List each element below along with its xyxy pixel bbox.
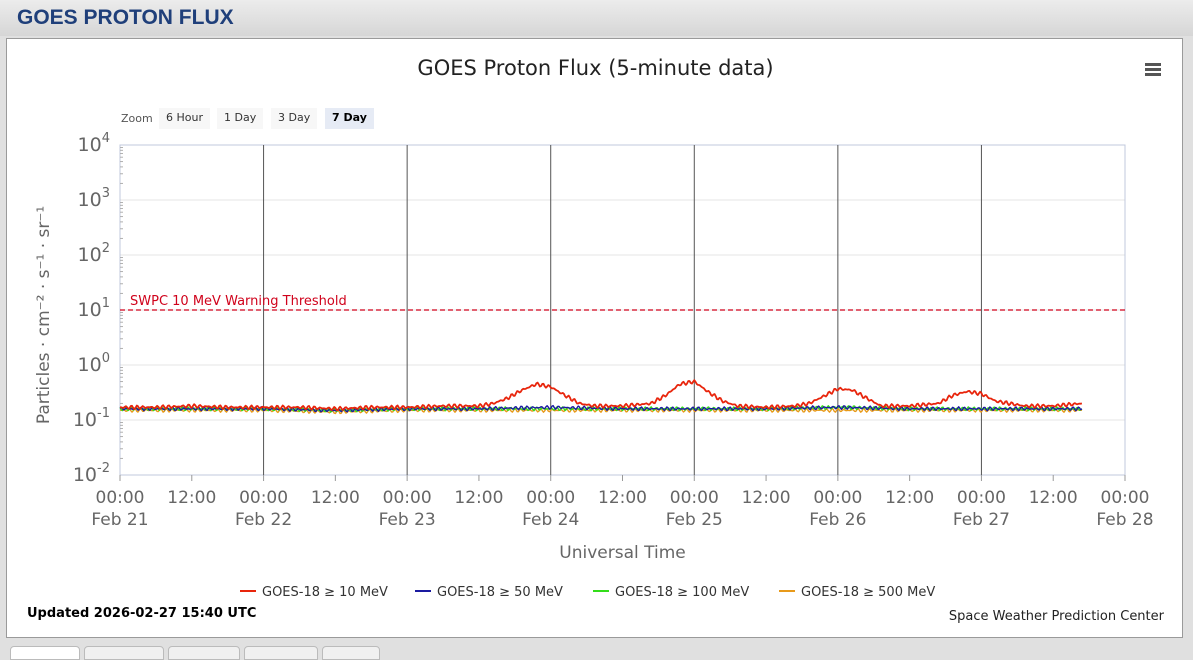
- x-tick-date-6: Feb 24: [522, 510, 579, 530]
- tab-5[interactable]: [322, 646, 380, 660]
- y-tick-label-4: 102: [78, 241, 110, 266]
- series-line-0: [120, 379, 1083, 412]
- x-tick-time-3: 12:00: [311, 488, 360, 508]
- y-tick-label-0: 10-2: [73, 461, 110, 486]
- x-tick-date-2: Feb 22: [235, 510, 292, 530]
- x-tick-time-14: 00:00: [1101, 488, 1150, 508]
- updated-timestamp: Updated 2026-02-27 15:40 UTC: [27, 606, 257, 621]
- zoom-label: Zoom: [121, 112, 153, 125]
- chart-panel: 10-2 10-1 100 101 102 103 104 00:00 Feb 21 12:00 0…: [6, 38, 1183, 638]
- x-tick-time-6: 00:00: [526, 488, 575, 508]
- x-tick-time-2: 00:00: [239, 488, 288, 508]
- x-tick-time-10: 00:00: [813, 488, 862, 508]
- y-tick-label-2: 100: [78, 351, 110, 376]
- legend-item-0[interactable]: GOES-18 ≥ 10 MeV: [262, 585, 388, 600]
- credit-text: Space Weather Prediction Center: [948, 609, 1164, 624]
- y-tick-label-1: 10-1: [73, 406, 110, 431]
- x-tick-time-7: 12:00: [598, 488, 647, 508]
- x-tick-time-5: 12:00: [454, 488, 503, 508]
- x-tick-time-13: 12:00: [1029, 488, 1078, 508]
- y-tick-label-6: 104: [78, 131, 110, 156]
- x-tick-time-8: 00:00: [670, 488, 719, 508]
- x-tick-date-10: Feb 26: [809, 510, 866, 530]
- tab-4[interactable]: [244, 646, 318, 660]
- zoom-7-day-button[interactable]: 7 Day: [325, 108, 374, 129]
- x-tick-date-4: Feb 23: [379, 510, 436, 530]
- tab-2[interactable]: [84, 646, 164, 660]
- x-tick-time-11: 12:00: [885, 488, 934, 508]
- chart-title: GOES Proton Flux (5-minute data): [417, 56, 774, 80]
- y-axis-label: Particles · cm⁻² · s⁻¹ · sr⁻¹: [34, 206, 54, 424]
- x-tick-time-1: 12:00: [167, 488, 216, 508]
- page-header: GOES PROTON FLUX: [0, 0, 1193, 36]
- tab-3[interactable]: [168, 646, 240, 660]
- legend-item-1[interactable]: GOES-18 ≥ 50 MeV: [437, 585, 563, 600]
- legend-item-2[interactable]: GOES-18 ≥ 100 MeV: [615, 585, 749, 600]
- tab-1[interactable]: [10, 646, 80, 660]
- page-title: GOES PROTON FLUX: [17, 6, 234, 29]
- threshold-label: SWPC 10 MeV Warning Threshold: [130, 294, 347, 309]
- x-tick-time-0: 00:00: [96, 488, 145, 508]
- y-tick-label-3: 101: [78, 296, 110, 321]
- y-tick-label-5: 103: [78, 186, 110, 211]
- x-tick-time-9: 12:00: [742, 488, 791, 508]
- x-axis-label: Universal Time: [559, 543, 685, 563]
- x-tick-time-4: 00:00: [383, 488, 432, 508]
- x-tick-date-0: Feb 21: [91, 510, 148, 530]
- x-tick-date-8: Feb 25: [666, 510, 723, 530]
- x-tick-time-12: 00:00: [957, 488, 1006, 508]
- legend-item-3[interactable]: GOES-18 ≥ 500 MeV: [801, 585, 935, 600]
- x-tick-date-14: Feb 28: [1096, 510, 1153, 530]
- x-tick-date-12: Feb 27: [953, 510, 1010, 530]
- zoom-1-day-button[interactable]: 1 Day: [217, 108, 264, 129]
- zoom-3-day-button[interactable]: 3 Day: [271, 108, 318, 129]
- zoom-6-hour-button[interactable]: 6 Hour: [159, 108, 210, 129]
- hamburger-menu-icon[interactable]: [1145, 63, 1161, 77]
